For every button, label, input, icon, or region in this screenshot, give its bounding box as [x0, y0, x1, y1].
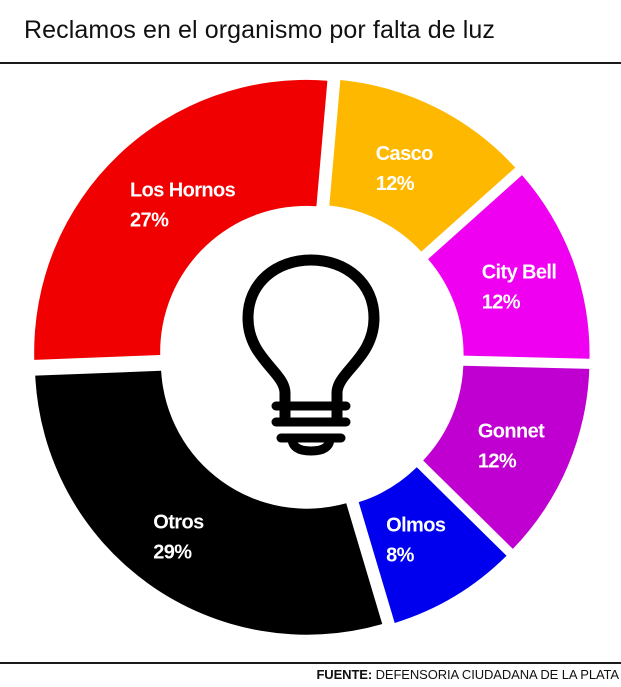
- chart-title: Reclamos en el organismo por falta de lu…: [24, 16, 496, 44]
- slice-label-value: 27%: [130, 210, 169, 232]
- light-bulb-icon: [242, 254, 380, 456]
- slice-label-value: 29%: [153, 542, 192, 564]
- slice-olmos: [358, 467, 507, 623]
- chart-slices: [34, 79, 590, 635]
- slice-city-bell: [428, 175, 590, 359]
- slice-label-value: 12%: [376, 173, 415, 195]
- source-label: FUENTE:: [316, 667, 373, 682]
- footer-divider: [0, 662, 621, 664]
- slice-label-name: Gonnet: [478, 420, 545, 442]
- slice-label-name: Otros: [153, 512, 204, 534]
- title-divider: [0, 62, 621, 64]
- slice-label-name: Casco: [376, 143, 433, 165]
- source-note: FUENTE: DEFENSORIA CIUDADANA DE LA PLATA: [316, 667, 619, 682]
- slice-label-value: 12%: [478, 450, 517, 472]
- slice-label-value: 8%: [386, 544, 415, 566]
- slice-label-name: Olmos: [386, 514, 446, 536]
- slice-label-name: Los Hornos: [130, 180, 236, 202]
- slice-label-name: City Bell: [482, 261, 557, 283]
- slice-otros: [35, 370, 383, 635]
- chart-labels: Casco 12% City Bell 12% Gonnet 12% Olmos 8% Otro…: [130, 143, 557, 566]
- source-value: DEFENSORIA CIUDADANA DE LA PLATA: [375, 667, 619, 682]
- slice-gonnet: [423, 365, 590, 549]
- slice-label-value: 12%: [482, 291, 521, 313]
- slice-casco: [329, 80, 516, 252]
- slice-los-hornos: [34, 79, 328, 360]
